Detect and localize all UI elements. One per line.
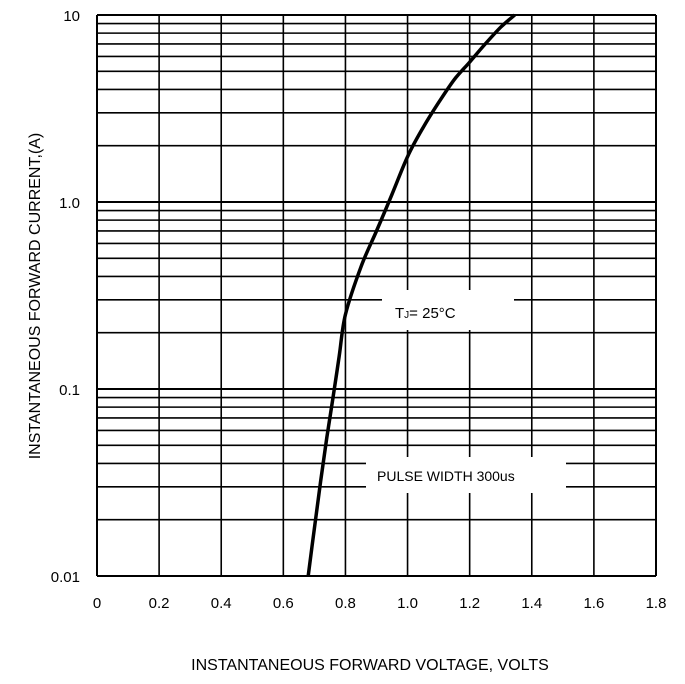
- tick-labels: 0 0.2 0.4 0.6 0.8 1.0 1.2 1.4 1.6 1.8 0.01 0.1 1.0 10: [51, 8, 667, 612]
- y-tick-label: 0.1: [59, 382, 80, 399]
- x-tick-label: 1.4: [521, 595, 542, 612]
- x-tick-label: 0.2: [149, 595, 170, 612]
- x-tick-label: 0: [93, 595, 101, 612]
- x-tick-label: 0.4: [211, 595, 232, 612]
- x-tick-label: 1.2: [459, 595, 480, 612]
- y-tick-label: 0.01: [51, 569, 80, 586]
- x-tick-label: 1.6: [583, 595, 604, 612]
- x-tick-label: 1.0: [397, 595, 418, 612]
- y-axis-label: INSTANTANEOUS FORWARD CURRENT,(A): [27, 133, 44, 460]
- tj-label-background: [382, 290, 514, 330]
- forward-current-curve: [306, 13, 516, 577]
- pulse-label-background: [366, 457, 566, 493]
- curve-layer: [306, 13, 516, 577]
- annotation-layer: TJ= 25°C PULSE WIDTH 300us: [366, 290, 566, 493]
- x-tick-label: 0.6: [273, 595, 294, 612]
- pulse-width-label: PULSE WIDTH 300us: [377, 468, 515, 484]
- x-tick-label: 1.8: [646, 595, 667, 612]
- x-axis-label: INSTANTANEOUS FORWARD VOLTAGE, VOLTS: [191, 657, 549, 674]
- x-tick-label: 0.8: [335, 595, 356, 612]
- tj-label: TJ= 25°C: [395, 305, 456, 322]
- y-tick-label: 1.0: [59, 195, 80, 212]
- y-tick-label: 10: [63, 8, 80, 25]
